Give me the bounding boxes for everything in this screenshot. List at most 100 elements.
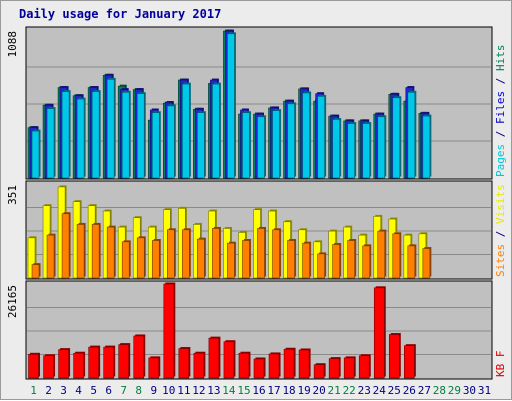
bar-visits	[27, 237, 36, 279]
bar-kb-f	[268, 353, 280, 379]
bar-kb-f	[298, 349, 310, 379]
bar-kb-f	[313, 364, 325, 379]
bar-kb-f	[404, 345, 415, 379]
bar-sites	[272, 229, 280, 279]
bar-kb-f	[283, 348, 295, 379]
y-max-label: 1088	[6, 31, 19, 58]
x-tick-label: 1	[30, 384, 37, 397]
bar-pages	[347, 123, 355, 179]
bar-kb-f	[238, 352, 250, 379]
bar-sites	[151, 240, 160, 279]
bar-pages	[362, 123, 371, 179]
bar-sites	[46, 234, 55, 279]
bar-pages	[317, 96, 325, 179]
bar-pages	[287, 103, 295, 179]
legend-part: /	[494, 71, 507, 91]
bar-sites	[287, 240, 295, 279]
bar-kb-f	[388, 334, 400, 379]
bar-sites	[377, 230, 386, 279]
x-tick-label: 9	[150, 384, 157, 397]
x-tick-label: 4	[75, 384, 82, 397]
x-tick-label: 6	[105, 384, 112, 397]
x-tick-label: 15	[237, 384, 250, 397]
bar-sites	[422, 248, 431, 279]
x-tick-label: 22	[343, 384, 356, 397]
bar-kb-f	[208, 337, 220, 379]
bar-pages	[272, 110, 280, 179]
bar-pages	[46, 108, 55, 179]
legend-visits-sites: Sites / Visits	[494, 184, 507, 277]
chart-title: Daily usage for January 2017	[19, 7, 221, 21]
bar-pages	[377, 116, 386, 179]
y-max-label: 351	[6, 185, 19, 205]
x-tick-label: 27	[418, 384, 431, 397]
legend-kbytes: KB F	[494, 351, 507, 378]
x-tick-label: 25	[388, 384, 401, 397]
x-tick-label: 24	[373, 384, 387, 397]
legend-part: /	[494, 124, 507, 144]
bar-kb-f	[373, 287, 385, 379]
bar-sites	[242, 240, 250, 279]
bar-sites	[91, 224, 100, 279]
x-tick-label: 16	[252, 384, 265, 397]
x-tick-label: 19	[297, 384, 310, 397]
bar-pages	[257, 116, 265, 179]
bar-sites	[227, 242, 235, 279]
bar-kb-f	[73, 352, 84, 379]
bar-sites	[407, 245, 416, 279]
bar-kb-f	[58, 349, 69, 379]
bar-sites	[257, 228, 265, 279]
bar-pages	[151, 112, 160, 179]
bar-pages	[121, 92, 130, 179]
x-tick-label: 18	[282, 384, 295, 397]
bar-pages	[332, 119, 340, 179]
bar-kb-f	[88, 346, 99, 379]
bar-pages	[31, 130, 40, 179]
bar-pages	[182, 83, 190, 179]
bar-kb-f	[118, 344, 130, 379]
bar-kb-f	[193, 352, 205, 379]
bar-sites	[31, 264, 40, 279]
x-tick-label: 29	[448, 384, 461, 397]
x-tick-label: 7	[120, 384, 127, 397]
bar-kb-f	[103, 346, 114, 379]
bar-sites	[347, 240, 355, 279]
legend-part: Hits	[494, 45, 507, 72]
bar-pages	[76, 98, 85, 179]
x-tick-label: 11	[177, 384, 190, 397]
x-tick-label: 2	[45, 384, 52, 397]
bar-pages	[197, 112, 205, 179]
panel-kbytes: 26165 KB F	[6, 280, 507, 380]
legend-part: /	[494, 224, 507, 244]
y-max-label: 26165	[6, 285, 19, 318]
x-tick-label: 20	[313, 384, 326, 397]
x-tick-label: 17	[267, 384, 280, 397]
panel-hits-files-pages: 1088 Pages / Files / Hits	[6, 26, 507, 180]
bar-sites	[392, 233, 401, 279]
bar-kb-f	[358, 355, 370, 379]
bar-pages	[91, 91, 100, 179]
bar-kb-f	[328, 358, 340, 379]
bar-pages	[212, 83, 220, 179]
x-tick-label: 10	[162, 384, 175, 397]
bar-sites	[212, 228, 220, 279]
bar-pages	[422, 115, 431, 179]
bar-sites	[136, 237, 145, 279]
bar-pages	[407, 92, 416, 179]
bar-kb-f	[223, 341, 235, 379]
x-tick-label: 31	[478, 384, 491, 397]
bar-pages	[106, 79, 115, 179]
x-tick-label: 30	[463, 384, 476, 397]
legend-part: Pages	[494, 144, 507, 177]
bar-pages	[302, 92, 310, 179]
bar-kb-f	[43, 355, 54, 379]
bar-sites	[317, 253, 325, 279]
bar-pages	[61, 91, 70, 179]
legend-part: KB F	[494, 351, 507, 378]
bar-pages	[136, 93, 145, 179]
bar-pages	[242, 112, 250, 179]
bar-kb-f	[178, 348, 190, 379]
x-tick-label: 3	[60, 384, 67, 397]
